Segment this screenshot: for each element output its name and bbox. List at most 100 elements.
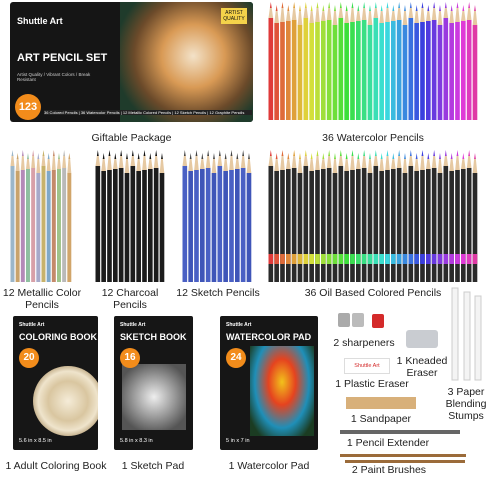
pencil-body [385, 170, 390, 282]
brand: Shuttle Art [226, 322, 252, 328]
pencil-lead [137, 153, 140, 159]
pencil-body [402, 173, 408, 282]
pencil-lead [16, 153, 19, 159]
pencil-body [136, 171, 141, 282]
pencil-wood [182, 155, 188, 166]
pencil-body [142, 170, 147, 282]
pencil-band [367, 254, 373, 264]
pencil-wood [408, 155, 414, 166]
pencil-wood [113, 158, 118, 169]
pencil-lead [468, 150, 471, 156]
pencil-body [51, 170, 56, 282]
pencil-lead [415, 5, 418, 11]
pencil-lead [224, 153, 227, 159]
pencil-wood [274, 10, 279, 23]
parrot [250, 346, 314, 436]
pencil-wood [321, 10, 326, 21]
sandpaper [346, 397, 416, 409]
count-badge: 16 [120, 348, 140, 368]
pencil-body [303, 18, 309, 120]
pencil-body [472, 173, 478, 282]
pencil-band [431, 254, 437, 264]
pencil-body [350, 22, 355, 120]
caption: 12 Sketch Pencils [176, 287, 260, 299]
pencil-wood [426, 10, 431, 21]
pencil-lead [456, 2, 459, 8]
pencil-body [124, 173, 130, 282]
pencil-body [385, 22, 390, 120]
pencil-wood [385, 7, 390, 22]
pencil-body [57, 169, 61, 282]
pencil-lead [474, 153, 476, 159]
pencil-lead [409, 150, 412, 156]
pencil-wood [246, 158, 252, 173]
pencil-lead [357, 5, 360, 11]
pencil-body [449, 23, 454, 120]
pencil-lead [11, 150, 14, 156]
pencil-lead [339, 150, 342, 156]
pencil-lead [42, 150, 45, 156]
pencil-body [205, 168, 211, 282]
pencil-wood [10, 155, 15, 166]
pencil-band [437, 254, 443, 264]
pencil-body [361, 20, 367, 120]
pencil-band [286, 254, 291, 264]
pencil-body [396, 20, 402, 120]
pencil-band [373, 254, 379, 264]
pencil-wood [136, 158, 141, 171]
pencil-wood [420, 155, 425, 170]
pencil-body [414, 171, 419, 282]
paint-brush [340, 454, 466, 457]
pencil-wood [315, 7, 320, 22]
pencil-body [420, 170, 425, 282]
pencil-body [26, 169, 30, 282]
pencil-lead [21, 150, 24, 156]
pencil-lead [32, 150, 35, 156]
pencil-body [188, 171, 193, 282]
pencil-band [385, 254, 390, 264]
pencil-wood [338, 155, 344, 166]
pencil-wood [437, 158, 443, 173]
pencil-wood [205, 155, 211, 168]
pencil-wood [142, 155, 147, 170]
pencil-lead [287, 5, 290, 11]
pencil-wood [391, 10, 396, 21]
pencil-wood [200, 158, 205, 169]
pencil-wood [466, 7, 472, 20]
pencil-band [338, 254, 344, 264]
pencil-lead [439, 153, 441, 159]
pencil-band [309, 254, 314, 264]
sharpener [372, 314, 384, 328]
pencil-body [466, 20, 472, 120]
pencil-wood [332, 158, 338, 173]
pencil-band [402, 254, 408, 264]
pencil-body [396, 168, 402, 282]
pencil-wood [396, 155, 402, 168]
pencil-body [443, 166, 449, 282]
pencil-body [350, 170, 355, 282]
pencil-body [153, 168, 159, 282]
count-badge: 20 [19, 348, 39, 368]
pencil-wood [396, 7, 402, 20]
contents: 36 Colored Pencils | 36 Watercolor Penci… [44, 110, 252, 115]
pencil-body [309, 23, 314, 120]
coloring-book: Shuttle Art COLORING BOOK 20 5.6 in x 8.… [13, 316, 98, 450]
pencil-wood [297, 10, 303, 25]
pencil-lead [334, 5, 336, 11]
pencil-lead [322, 5, 325, 11]
pencil-band [315, 254, 320, 264]
pencil-wood [326, 155, 332, 168]
pencil-wood [379, 158, 384, 171]
pencil-wood [443, 7, 449, 18]
pencil-wood [286, 10, 291, 21]
pencil-lead [404, 153, 406, 159]
pencil-body [361, 168, 367, 282]
blending-stump [463, 291, 471, 381]
pencil-lead [183, 150, 186, 156]
pencil-wood [274, 158, 279, 171]
caption: 2 Paint Brushes [351, 464, 427, 476]
pencil-wood [402, 158, 408, 173]
pencil-lead [316, 150, 319, 156]
caption: 1 Kneaded Eraser [396, 355, 448, 379]
caption: 12 Metallic Color Pencils [2, 287, 82, 311]
